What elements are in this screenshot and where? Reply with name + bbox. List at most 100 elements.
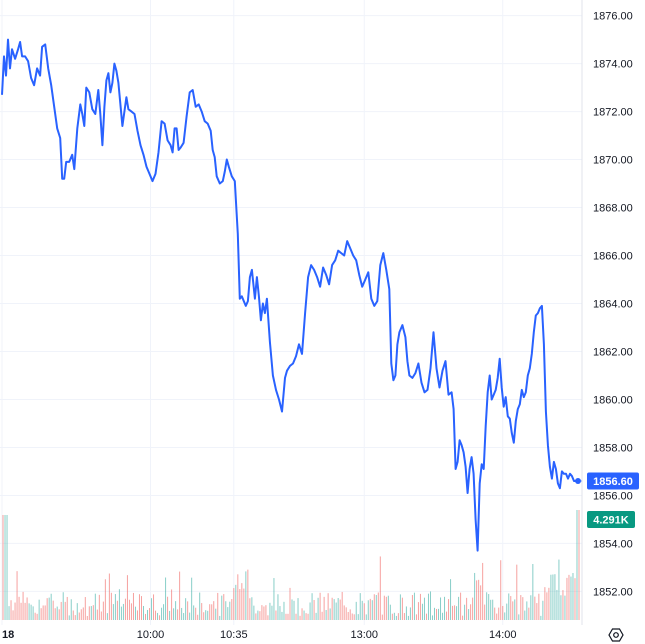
volume-bar xyxy=(442,612,444,620)
volume-bar xyxy=(171,589,173,620)
volume-bar xyxy=(389,604,391,620)
volume-bar xyxy=(20,602,22,620)
volume-bar xyxy=(490,599,492,620)
volume-bar xyxy=(554,574,556,620)
volume-bar xyxy=(223,594,225,620)
x-tick-label: 13:00 xyxy=(350,629,378,641)
volume-bar xyxy=(36,613,38,620)
volume-bar xyxy=(191,577,193,620)
volume-bar xyxy=(217,592,219,620)
volume-bar xyxy=(86,615,88,620)
volume-bar xyxy=(40,608,42,620)
volume-bar xyxy=(145,613,147,620)
volume-bar xyxy=(62,592,64,620)
volume-bar xyxy=(516,564,518,620)
volume-bar xyxy=(488,594,490,620)
volume-bar xyxy=(108,573,110,620)
y-tick-label: 1868.00 xyxy=(593,203,633,215)
volume-bar xyxy=(429,591,431,620)
volume-bar xyxy=(110,592,112,620)
volume-bar xyxy=(165,577,167,620)
price-axis[interactable]: 1852.00 1854.00 1856.00 1858.00 1860.00 1862.… xyxy=(593,11,633,599)
volume-bar xyxy=(524,610,526,620)
volume-bar xyxy=(275,610,277,620)
volume-bar xyxy=(466,597,468,620)
volume-bar xyxy=(227,607,229,620)
volume-bar xyxy=(26,597,28,620)
x-tick-label: 18 xyxy=(2,629,14,641)
volume-bar xyxy=(50,593,52,620)
volume-bar xyxy=(564,595,566,620)
volume-bar xyxy=(391,613,393,620)
volume-bar xyxy=(237,574,239,620)
volume-bar xyxy=(140,596,142,620)
volume-bar xyxy=(38,599,40,620)
volume-bar xyxy=(48,597,50,620)
volume-bar xyxy=(548,587,550,620)
volume-bar xyxy=(351,613,353,620)
volume-bar xyxy=(10,600,12,620)
volume-bar xyxy=(161,607,163,620)
volume-bar xyxy=(209,604,211,620)
volume-bar xyxy=(287,613,289,620)
volume-bar xyxy=(301,608,303,620)
y-tick-label: 1858.00 xyxy=(593,442,633,454)
volume-bar xyxy=(566,577,568,620)
volume-bar xyxy=(399,594,401,620)
volume-bar xyxy=(482,562,484,620)
volume-bar xyxy=(532,564,534,620)
volume-bar xyxy=(373,594,375,620)
volume-bar xyxy=(339,599,341,620)
volume-bar xyxy=(327,593,329,620)
volume-bar xyxy=(285,613,287,620)
volume-bar xyxy=(512,601,514,620)
volume-bar xyxy=(151,598,153,620)
volume-bar xyxy=(64,601,66,620)
y-tick-label: 1856.00 xyxy=(593,490,633,502)
y-tick-label: 1876.00 xyxy=(593,11,633,23)
volume-bar xyxy=(46,598,48,620)
volume-bar xyxy=(257,610,259,620)
volume-bar xyxy=(251,597,253,620)
x-tick-label: 14:00 xyxy=(489,629,517,641)
volume-bar xyxy=(124,598,126,620)
volume-bar xyxy=(289,587,291,620)
volume-bar xyxy=(205,610,207,620)
volume-bar xyxy=(357,614,359,620)
volume-bar xyxy=(544,587,546,620)
volume-bar xyxy=(528,607,530,620)
chart-settings-icon[interactable] xyxy=(608,628,624,642)
volume-bar xyxy=(393,612,395,620)
volume-bar xyxy=(472,597,474,620)
last-price-dot xyxy=(574,478,581,485)
volume-bar xyxy=(76,603,78,620)
volume-bar xyxy=(395,615,397,620)
volume-bar xyxy=(536,603,538,620)
volume-bar xyxy=(433,607,435,620)
volume-bar xyxy=(82,607,84,620)
volume-bar xyxy=(273,578,275,620)
volume-bar xyxy=(155,610,157,620)
y-tick-label: 1852.00 xyxy=(593,586,633,598)
volume-bar xyxy=(153,594,155,620)
volume-bar xyxy=(92,605,94,620)
volume-bar xyxy=(147,609,149,620)
volume-bar xyxy=(267,615,269,620)
volume-bar xyxy=(42,605,44,620)
volume-bar xyxy=(500,560,502,620)
volume-bar xyxy=(359,593,361,620)
volume-bar xyxy=(415,614,417,620)
volume-bar xyxy=(343,605,345,620)
y-tick-label: 1872.00 xyxy=(593,107,633,119)
last-price-tag: 1856.60 xyxy=(587,472,639,490)
time-axis[interactable]: 18 10:00 10:35 13:00 14:00 xyxy=(2,629,516,641)
volume-bar xyxy=(187,601,189,620)
volume-bar xyxy=(347,612,349,620)
volume-bar xyxy=(126,575,128,620)
volume-bar xyxy=(78,612,80,620)
volume-bar xyxy=(4,515,6,620)
volume-bar xyxy=(452,605,454,620)
volume-bar xyxy=(116,600,118,620)
volume-bar xyxy=(317,597,319,620)
